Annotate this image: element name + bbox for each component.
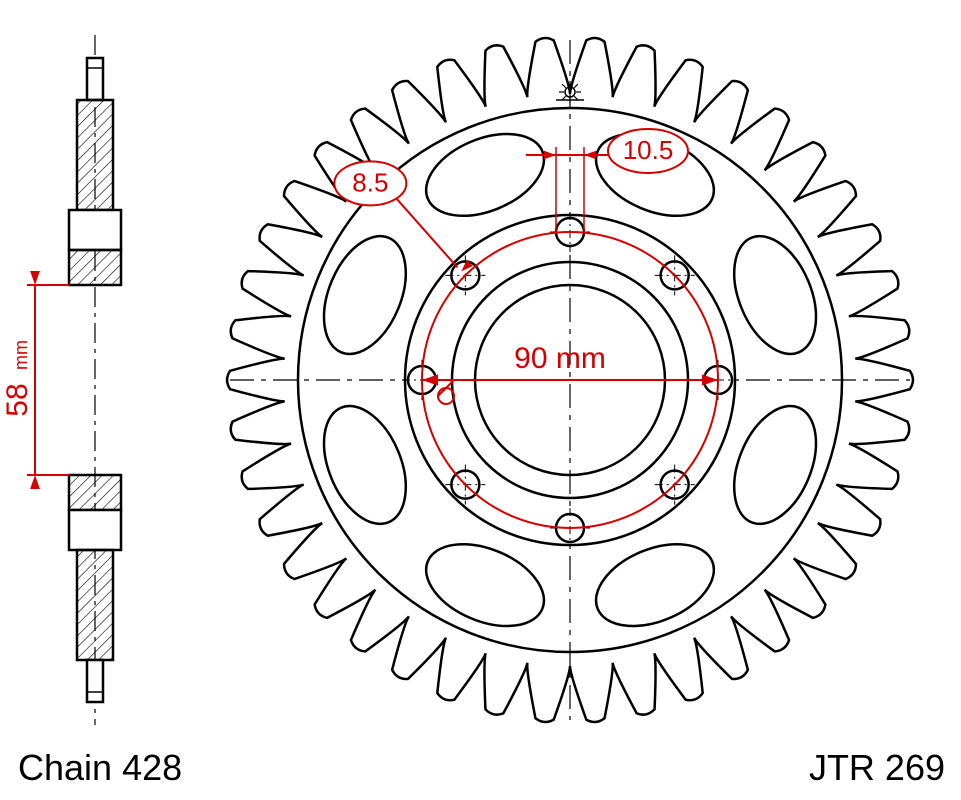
technical-drawing: 58 mm 90 mm 10.5 8.5 Chain 428 JTR 269 [0,0,961,800]
chain-spec: Chain 428 [18,747,182,788]
dim-bore: 58 [1,383,34,416]
side-profile: 58 mm [1,35,121,725]
dim-bolt-spacing: 10.5 [623,135,674,165]
labels: Chain 428 JTR 269 [18,747,945,788]
dim-bore-unit: mm [11,340,31,370]
dim-bolt-hole: 8.5 [352,167,388,197]
part-number: JTR 269 [809,747,945,788]
dim-bcd: 90 mm [514,342,606,375]
